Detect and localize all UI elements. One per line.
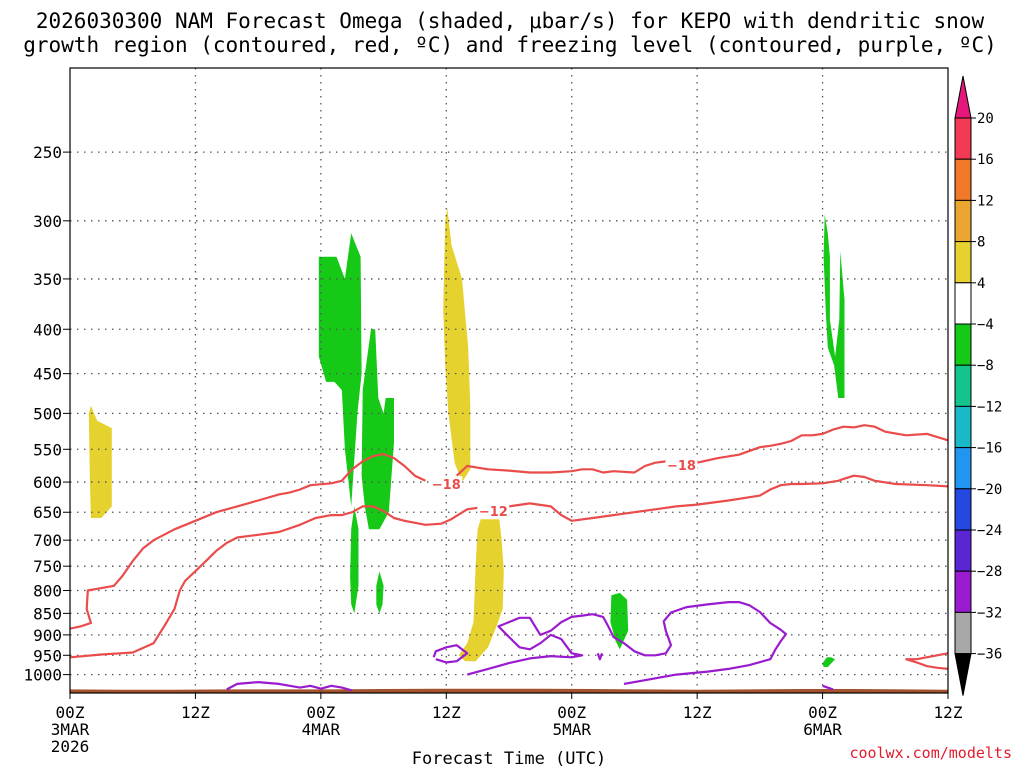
freezing-level-contour (596, 652, 604, 661)
colorbar-label: 16 (977, 152, 994, 168)
x-tick-label: 12Z (181, 703, 210, 722)
downward-omega-region (443, 208, 471, 483)
colorbar-segment (954, 570, 972, 613)
colorbar-top-arrow (954, 75, 972, 119)
colorbar-segment (954, 529, 972, 572)
dgz-contour (455, 424, 948, 477)
upward-omega-region (822, 657, 836, 667)
chart-title-line-2: growth region (contoured, red, ºC) and f… (23, 33, 997, 57)
y-tick-label: 400 (33, 320, 62, 339)
freezing-level-contour (432, 644, 469, 664)
contour-label-bg (477, 503, 510, 520)
x-tick-label: 00Z (808, 703, 837, 722)
colorbar-label: −36 (977, 647, 1002, 663)
contour-label-bg (430, 476, 463, 493)
upward-omega-region (376, 571, 384, 614)
terrain-surface (70, 688, 948, 693)
colorbar-bottom-arrow (954, 653, 972, 696)
x-tick-date: 6MAR (803, 720, 842, 739)
dgz-contour (905, 652, 948, 670)
y-tick-label: 850 (33, 604, 62, 623)
contour-labels: −12 −18 −18 (430, 457, 698, 520)
colorbar-label: −8 (977, 358, 994, 374)
y-tick-label: 650 (33, 503, 62, 522)
colorbar-segment (954, 364, 972, 407)
dgz-contour (70, 474, 948, 659)
colorbar-label: −20 (977, 482, 1002, 498)
colorbar-label: −12 (977, 399, 1002, 415)
upward-omega-region (350, 506, 359, 614)
gridlines (70, 68, 948, 693)
credit-text: coolwx.com/modelts (849, 744, 1012, 762)
colorbar-segment (954, 405, 972, 449)
y-tick-label: 450 (33, 365, 62, 384)
y-tick-label: 750 (33, 557, 62, 576)
colorbar-label: −32 (977, 605, 1002, 621)
colorbar-segment (954, 282, 972, 325)
x-tick-date: 5MAR (552, 720, 591, 739)
x-tick-date: 4MAR (302, 720, 341, 739)
x-tick-label: 12Z (432, 703, 461, 722)
y-tick-label: 350 (33, 270, 62, 289)
colorbar-segment (954, 199, 972, 243)
colorbar: 20 16 12 8 4 −4 −8 −12 −16 −20 −24 −28 −32 −36 (954, 75, 1002, 696)
contour-label: −12 (479, 505, 508, 520)
colorbar-label: −16 (977, 441, 1002, 457)
upward-omega-region (823, 214, 845, 398)
x-tick-label: 00Z (306, 703, 335, 722)
x-tick-label: 00Z (56, 703, 85, 722)
colorbar-label: −28 (977, 564, 1002, 580)
colorbar-label: 20 (977, 111, 994, 127)
colorbar-segment (954, 611, 972, 655)
dgz-contour (70, 452, 426, 630)
x-tick-label: 00Z (557, 703, 586, 722)
colorbar-segment (954, 488, 972, 531)
colorbar-label: −24 (977, 523, 1002, 539)
colorbar-segment (954, 241, 972, 284)
upward-omega-region (361, 329, 394, 530)
x-tick-label: 12Z (934, 703, 963, 722)
colorbar-label: 12 (977, 193, 994, 209)
freezing-level-contour (466, 601, 788, 685)
x-tick-label: 12Z (683, 703, 712, 722)
downward-omega-region (88, 405, 112, 518)
contour-label-bg (665, 457, 698, 474)
freezing-level-contour (822, 684, 834, 691)
upward-omega-region (318, 233, 362, 507)
y-tick-label: 700 (33, 531, 62, 550)
y-tick-label: 800 (33, 582, 62, 601)
y-tick-label: 250 (33, 143, 62, 162)
freezing-level-contour (226, 681, 353, 692)
y-tick-label: 600 (33, 473, 62, 492)
plot-frame (69, 67, 949, 694)
y-tick-label: 550 (33, 440, 62, 459)
omega-shading-layer (88, 208, 845, 667)
downward-omega-region (458, 512, 504, 662)
dgz-contour-layer (70, 424, 948, 670)
x-axis-label: Forecast Time (UTC) (412, 749, 606, 768)
x-tick-date: 3MAR (51, 720, 90, 739)
y-tick-label: 300 (33, 212, 62, 231)
colorbar-label: −4 (977, 317, 994, 333)
colorbar-segment (954, 158, 972, 201)
y-tick-label: 950 (33, 646, 62, 665)
y-tick-label: 500 (33, 404, 62, 423)
colorbar-label: 4 (977, 276, 985, 292)
contour-label: −18 (667, 459, 696, 474)
colorbar-segment (954, 323, 972, 366)
y-tick-label: 1000 (23, 666, 62, 685)
terrain-layer (70, 688, 948, 693)
colorbar-label: 8 (977, 235, 985, 251)
colorbar-segment (954, 447, 972, 490)
colorbar-segment (954, 117, 972, 160)
freezing-level-layer (226, 601, 834, 692)
chart-title-line-1: 2026030300 NAM Forecast Omega (shaded, μ… (36, 9, 985, 33)
x-tick-year: 2026 (51, 737, 90, 756)
y-axis-ticks: 250 300 350 400 450 500 550 600 650 700 750 800 850 9… (23, 143, 70, 685)
y-tick-label: 900 (33, 626, 62, 645)
contour-label: −18 (432, 478, 461, 493)
